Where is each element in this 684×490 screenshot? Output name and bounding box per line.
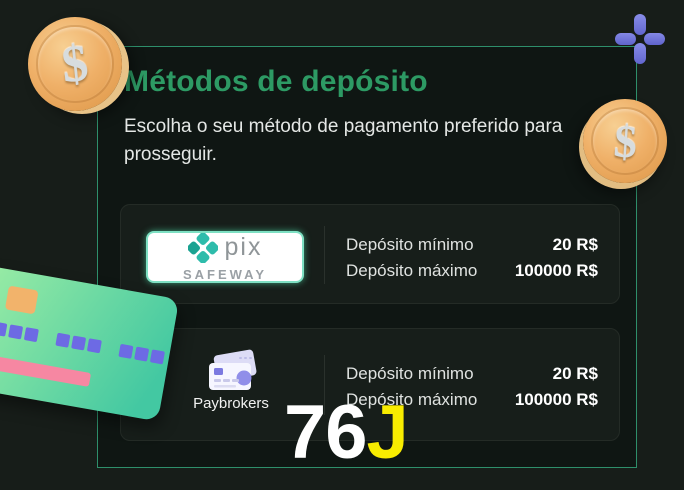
card-divider [324, 226, 325, 284]
dollar-coin-icon: $ [28, 17, 122, 111]
card-chip [4, 285, 39, 315]
paybrokers-cards-icon [203, 347, 259, 400]
limit-row-min: Depósito mínimo 20 R$ [346, 235, 598, 255]
page-title: Métodos de depósito [124, 65, 428, 98]
limit-row-min: Depósito mínimo 20 R$ [346, 364, 598, 384]
brand-prefix: 76 [284, 390, 368, 475]
safeway-wordmark: SAFEWAY [182, 266, 268, 282]
limits-pix: Depósito mínimo 20 R$ Depósito máximo 10… [346, 235, 598, 281]
brand-suffix: J [366, 390, 409, 475]
page-subtitle: Escolha o seu método de pagamento prefer… [124, 116, 563, 165]
limit-label: Depósito máximo [346, 261, 478, 280]
limit-label: Depósito mínimo [346, 364, 474, 383]
limit-value: 100000 R$ [514, 390, 598, 409]
limit-row-max: Depósito máximo 100000 R$ [346, 390, 598, 410]
limit-value: 100000 R$ [514, 261, 598, 280]
dollar-sign: $ [611, 114, 639, 168]
brand-watermark-76j: 76J [284, 395, 409, 471]
card-stripe [0, 355, 92, 387]
pix-logo-icon [187, 232, 218, 263]
plus-cursor-icon [615, 14, 665, 64]
dollar-sign: $ [59, 34, 91, 94]
limit-row-max: Depósito máximo 100000 R$ [346, 261, 598, 281]
pix-wordmark: pix [224, 233, 263, 261]
method-card-pix-safeway[interactable]: pix SAFEWAY Depósito mínimo 20 R$ Depósi… [120, 204, 620, 304]
dollar-coin-icon: $ [583, 99, 667, 183]
paybrokers-label: Paybrokers [193, 395, 269, 412]
content-frame: Métodos de depósito Escolha o seu método… [97, 46, 637, 468]
limit-value: 20 R$ [552, 364, 598, 383]
card-divider [324, 355, 325, 415]
pix-safeway-logo: pix SAFEWAY [146, 231, 304, 283]
limit-value: 20 R$ [552, 235, 598, 254]
limit-label: Depósito mínimo [346, 235, 474, 254]
limits-paybrokers: Depósito mínimo 20 R$ Depósito máximo 10… [346, 364, 598, 410]
limit-label: Depósito máximo [346, 390, 478, 409]
method-card-paybrokers[interactable]: Paybrokers Depósito mínimo 20 R$ Depósit… [120, 328, 620, 441]
